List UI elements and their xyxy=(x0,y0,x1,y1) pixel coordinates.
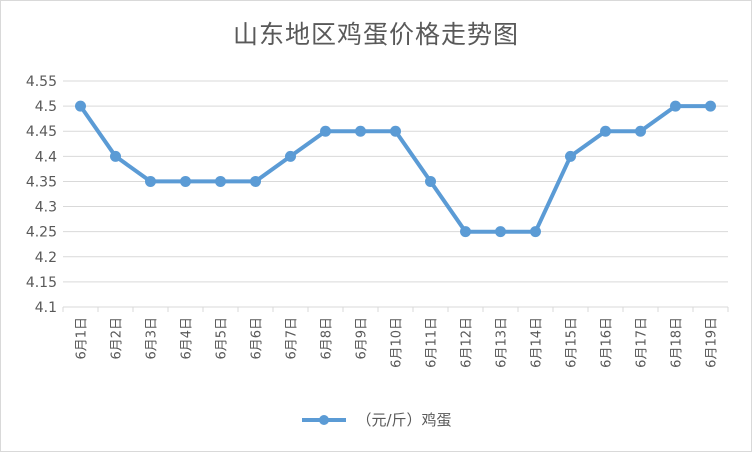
data-point xyxy=(530,226,541,238)
y-tick-label: 4.5 xyxy=(35,99,57,115)
x-tick-label: 6月5日 xyxy=(215,317,230,360)
legend-series-marker xyxy=(302,414,347,425)
data-point xyxy=(460,226,471,238)
x-tick-label: 6月2日 xyxy=(110,317,125,360)
x-tick-label: 6月19日 xyxy=(705,317,720,368)
data-point xyxy=(320,125,331,137)
y-tick-label: 4.45 xyxy=(26,124,57,140)
data-point xyxy=(600,125,611,137)
y-tick-label: 4.1 xyxy=(35,300,57,316)
y-tick-label: 4.3 xyxy=(35,200,57,216)
data-point xyxy=(565,150,576,162)
x-tick-label: 6月7日 xyxy=(285,317,300,360)
data-point xyxy=(215,175,226,187)
x-tick-label: 6月18日 xyxy=(670,317,685,368)
x-tick-label: 6月8日 xyxy=(320,317,335,360)
x-tick-label: 6月14日 xyxy=(530,317,545,368)
y-tick-label: 4.25 xyxy=(26,225,57,241)
y-tick-label: 4.15 xyxy=(26,275,57,291)
data-point xyxy=(110,150,121,162)
x-tick-label: 6月10日 xyxy=(390,317,405,368)
series-line xyxy=(78,104,713,234)
data-point xyxy=(355,125,366,137)
data-point xyxy=(635,125,646,137)
x-tick-label: 6月12日 xyxy=(460,317,475,368)
x-tick-label: 6月17日 xyxy=(635,317,650,368)
y-tick-label: 4.35 xyxy=(26,174,57,190)
data-point xyxy=(250,175,261,187)
x-tick-label: 6月1日 xyxy=(75,317,90,360)
chart-legend: （元/斤）鸡蛋 xyxy=(1,409,751,430)
data-point xyxy=(495,226,506,238)
x-tick-label: 6月13日 xyxy=(495,317,510,368)
data-point xyxy=(180,175,191,187)
data-point xyxy=(145,175,156,187)
y-tick-label: 4.2 xyxy=(35,250,57,266)
data-point xyxy=(705,100,716,112)
x-tick-label: 6月15日 xyxy=(565,317,580,368)
x-tick-label: 6月3日 xyxy=(145,317,160,360)
data-point xyxy=(670,100,681,112)
x-tick-label: 6月11日 xyxy=(425,317,440,368)
x-tick-label: 6月16日 xyxy=(600,317,615,368)
legend-series-label: （元/斤）鸡蛋 xyxy=(356,411,452,429)
data-point xyxy=(75,100,86,112)
y-tick-label: 4.55 xyxy=(26,74,57,90)
x-tick-label: 6月4日 xyxy=(180,317,195,360)
data-point xyxy=(425,175,436,187)
data-point xyxy=(285,150,296,162)
data-point xyxy=(390,125,401,137)
x-tick-label: 6月9日 xyxy=(355,317,370,360)
x-tick-label: 6月6日 xyxy=(250,317,265,360)
y-tick-label: 4.4 xyxy=(35,149,57,165)
chart-title: 山东地区鸡蛋价格走势图 xyxy=(232,20,519,49)
